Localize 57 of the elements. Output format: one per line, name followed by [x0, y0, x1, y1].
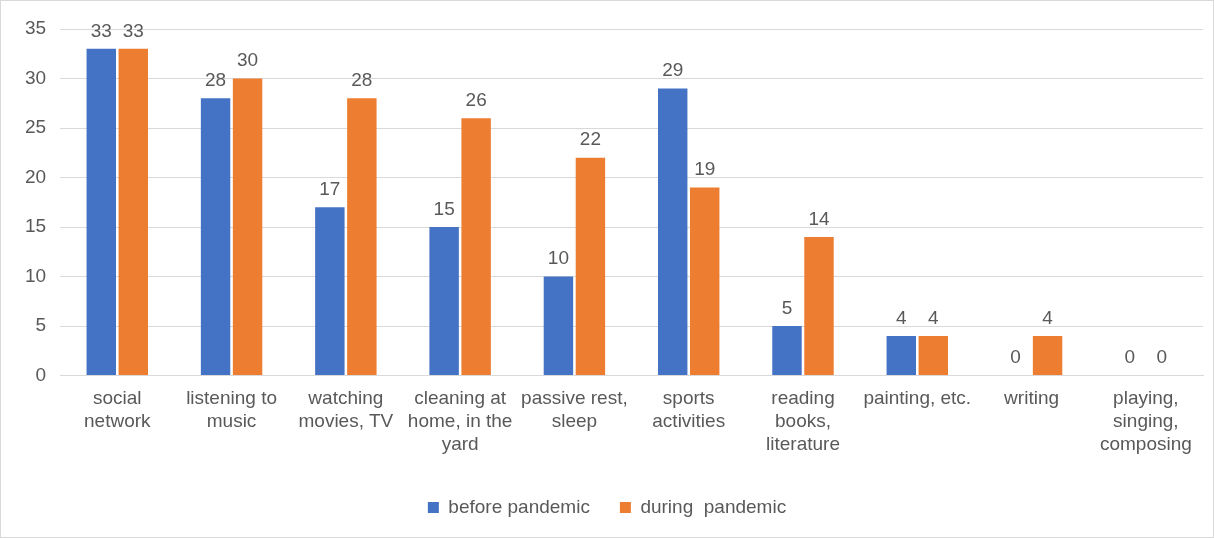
x-tick-label: sports activities: [652, 387, 726, 432]
bar: [429, 227, 459, 376]
bar: [118, 48, 148, 376]
data-label: 22: [579, 128, 601, 150]
bar: [347, 98, 377, 376]
data-label: 33: [122, 19, 144, 41]
data-label: 33: [90, 19, 112, 41]
y-tick-label: 30: [24, 66, 47, 88]
x-tick-label: listening to music: [186, 387, 277, 432]
y-tick-label: 10: [24, 264, 47, 286]
bar: [200, 98, 231, 376]
data-label: 17: [319, 177, 341, 199]
data-label: 19: [694, 158, 716, 180]
x-tick-label: playing, singing, composing: [1099, 387, 1192, 454]
x-tick-label: cleaning at home, in the yard: [407, 387, 513, 454]
bar: [886, 335, 916, 376]
y-tick-label: 15: [24, 215, 47, 237]
data-label: 4: [1042, 306, 1054, 328]
bar: [232, 78, 263, 376]
x-tick-label: social network: [84, 387, 152, 432]
x-tick-label: passive rest, sleep: [521, 387, 628, 432]
data-label: 0: [1010, 346, 1021, 368]
data-label: 30: [236, 49, 259, 71]
data-label: 28: [204, 69, 227, 91]
x-tick-label: writing: [1003, 387, 1060, 409]
data-label: 5: [781, 296, 793, 318]
data-label: 4: [895, 306, 907, 328]
data-label: 15: [433, 197, 455, 219]
y-tick-label: 20: [24, 165, 47, 187]
bar: [1032, 335, 1063, 376]
bar: [86, 48, 116, 376]
bar: [315, 207, 345, 376]
bar: [772, 326, 802, 376]
y-tick-label: 25: [24, 116, 47, 138]
data-label: 4: [927, 306, 939, 328]
y-tick-label: 5: [35, 314, 47, 336]
data-label: 14: [808, 207, 830, 229]
x-tick-label: painting, etc.: [863, 387, 972, 409]
data-label: 29: [662, 59, 684, 81]
y-tick-label: 0: [35, 363, 47, 385]
bar: [918, 335, 948, 376]
x-tick-label: watching movies, TV: [298, 387, 394, 432]
bar: [804, 236, 834, 376]
legend-label: before pandemic: [448, 495, 590, 517]
data-label: 10: [547, 247, 569, 269]
bar: [543, 276, 574, 376]
x-tick-label: reading books, literature: [766, 387, 840, 454]
data-label: 0: [1156, 346, 1168, 368]
bar: [657, 88, 688, 376]
bar: [461, 118, 491, 376]
data-label: 28: [351, 69, 373, 91]
bar: [575, 157, 606, 376]
bar: [689, 187, 720, 376]
data-label: 26: [465, 88, 487, 110]
data-label: 0: [1124, 346, 1136, 368]
legend-label: during pandemic: [640, 495, 787, 517]
y-tick-label: 35: [24, 17, 47, 39]
